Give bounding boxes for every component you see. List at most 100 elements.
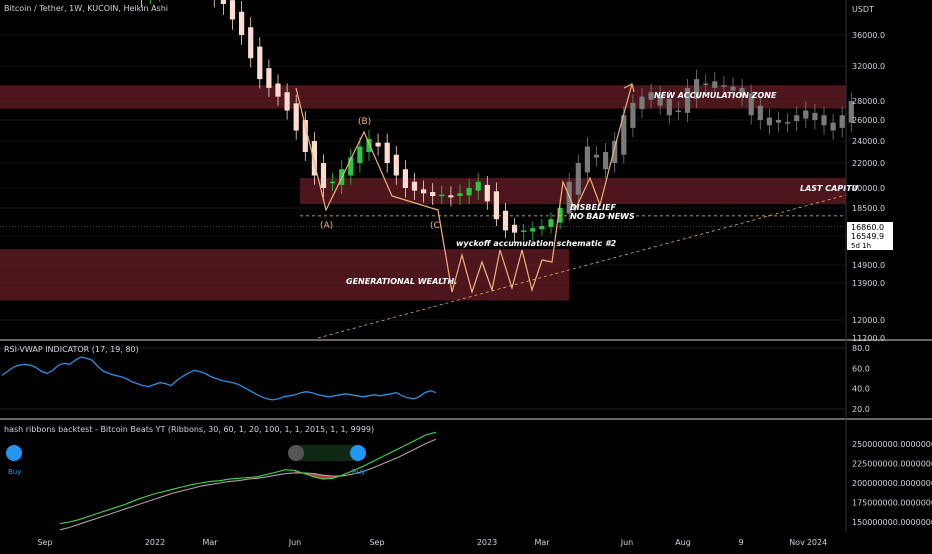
- candle-body: [557, 208, 563, 223]
- candle-body: [320, 163, 327, 188]
- candle-body: [457, 193, 463, 196]
- candle-body: [239, 11, 245, 35]
- rsi-line: [1, 356, 437, 401]
- current-price-tag: 16860.0: [851, 223, 884, 232]
- candle-body: [375, 142, 381, 147]
- zone-rect: [0, 249, 569, 301]
- candle-body: [475, 181, 481, 191]
- buy-signal-dot: [350, 445, 366, 461]
- disbelief-label: DISBELIEF: [570, 203, 616, 212]
- candle-body: [630, 102, 636, 128]
- candle-body: [657, 94, 663, 106]
- rsi-tick-label: 80.0: [852, 344, 870, 353]
- candle-body: [830, 122, 836, 131]
- trend-line: [317, 194, 847, 339]
- x-tick-label: 2024: [807, 538, 827, 547]
- candle-body: [384, 142, 390, 163]
- buy-signal-label: Buy: [8, 468, 21, 476]
- wave-c-label: (C: [430, 221, 440, 231]
- price-tick-label: 36000.0: [852, 31, 885, 40]
- secondary-price-tag: 16549.9: [851, 232, 884, 241]
- candle-body: [366, 138, 372, 152]
- candle-body: [794, 115, 800, 122]
- candle-body: [675, 110, 681, 112]
- wyckoff-label: wyckoff accumulation schematic #2: [456, 239, 617, 248]
- candle-body: [411, 181, 418, 191]
- price-tick-label: 18500.0: [852, 204, 885, 213]
- candle-body: [839, 115, 845, 128]
- price-tick-label: 32000.0: [852, 62, 885, 71]
- countdown-tag: 5d 1h: [851, 242, 871, 250]
- hash-tick-label: 175000000.00000000: [852, 499, 932, 508]
- price-tick-label: 24000.0: [852, 137, 885, 146]
- x-tick-label: Mar: [202, 538, 218, 547]
- candle-body: [775, 120, 782, 123]
- x-tick-label: Mar: [534, 538, 550, 547]
- main-chart-title: Bitcoin / Tether, 1W, KUCOIN, Heikin Ash…: [4, 4, 169, 13]
- candle-body: [694, 79, 700, 99]
- buy-signal-dot: [6, 445, 22, 461]
- candle-body: [220, 0, 226, 4]
- x-tick-label: 2023: [477, 538, 497, 547]
- price-tick-label: 11200.0: [852, 334, 885, 343]
- price-tick-label: 13900.0: [852, 279, 885, 288]
- candle-body: [821, 115, 827, 126]
- candle-body: [275, 83, 281, 97]
- currency-label: USDT: [852, 5, 874, 14]
- price-tick-label: 14900.0: [852, 261, 885, 270]
- price-tick-label: 22000.0: [852, 159, 885, 168]
- x-tick-label: Sep: [369, 538, 384, 547]
- x-tick-label: Sep: [37, 538, 52, 547]
- candle-body: [612, 141, 618, 163]
- candle-body: [311, 141, 317, 176]
- candle-body: [293, 103, 299, 131]
- price-tick-label: 28000.0: [852, 97, 885, 106]
- candle-body: [730, 86, 736, 91]
- price-tick-label: 20000.0: [852, 184, 885, 193]
- candle-body: [448, 195, 454, 198]
- rsi-tick-label: 20.0: [852, 405, 870, 414]
- hash-tick-label: 150000000.00000000: [852, 518, 932, 527]
- candle-body: [712, 81, 718, 88]
- candle-body: [466, 188, 472, 196]
- candle-body: [603, 152, 609, 170]
- candle-body: [548, 219, 554, 228]
- candle-body: [530, 228, 536, 232]
- candle-body: [257, 46, 263, 80]
- candle-body: [575, 163, 581, 195]
- candle-body: [229, 0, 236, 20]
- hash-tick-label: 225000000.00000000: [852, 460, 932, 469]
- candle-body: [302, 120, 308, 152]
- rsi-tick-label: 40.0: [852, 385, 870, 394]
- generational-wealth-label: GENERATIONAL WEALTH.: [346, 277, 457, 286]
- x-tick-label: Jun: [620, 538, 634, 547]
- candle-body: [493, 191, 499, 220]
- price-tick-label: 12000.0: [852, 316, 885, 325]
- new-accumulation-zone-label: NEW ACCUMULATION ZONE: [654, 91, 777, 100]
- rsi-tick-label: 60.0: [852, 364, 870, 373]
- candle-body: [393, 154, 399, 176]
- hash-neutral-dot: [288, 445, 304, 461]
- candle-body: [648, 92, 654, 100]
- candle-body: [757, 105, 763, 120]
- candle-body: [248, 27, 254, 59]
- candle-body: [402, 169, 408, 188]
- wave-a-label: (A): [320, 221, 333, 231]
- candle-body: [357, 146, 363, 163]
- candle-body: [421, 189, 427, 194]
- candle-body: [621, 115, 627, 155]
- candle-body: [803, 110, 809, 119]
- wave-b-label: (B): [358, 117, 371, 127]
- candle-body: [266, 68, 272, 88]
- no-bad-news-label: NO BAD NEWS: [570, 212, 635, 221]
- last-capitulation-label: LAST CAPITU: [800, 184, 859, 193]
- candle-body: [284, 92, 290, 111]
- candle-body: [684, 87, 691, 113]
- candle-body: [785, 122, 791, 124]
- candle-body: [748, 93, 754, 116]
- candle-body: [848, 101, 854, 123]
- candle-body: [539, 225, 545, 230]
- hash-fast-line: [59, 431, 437, 525]
- candle-body: [484, 184, 490, 202]
